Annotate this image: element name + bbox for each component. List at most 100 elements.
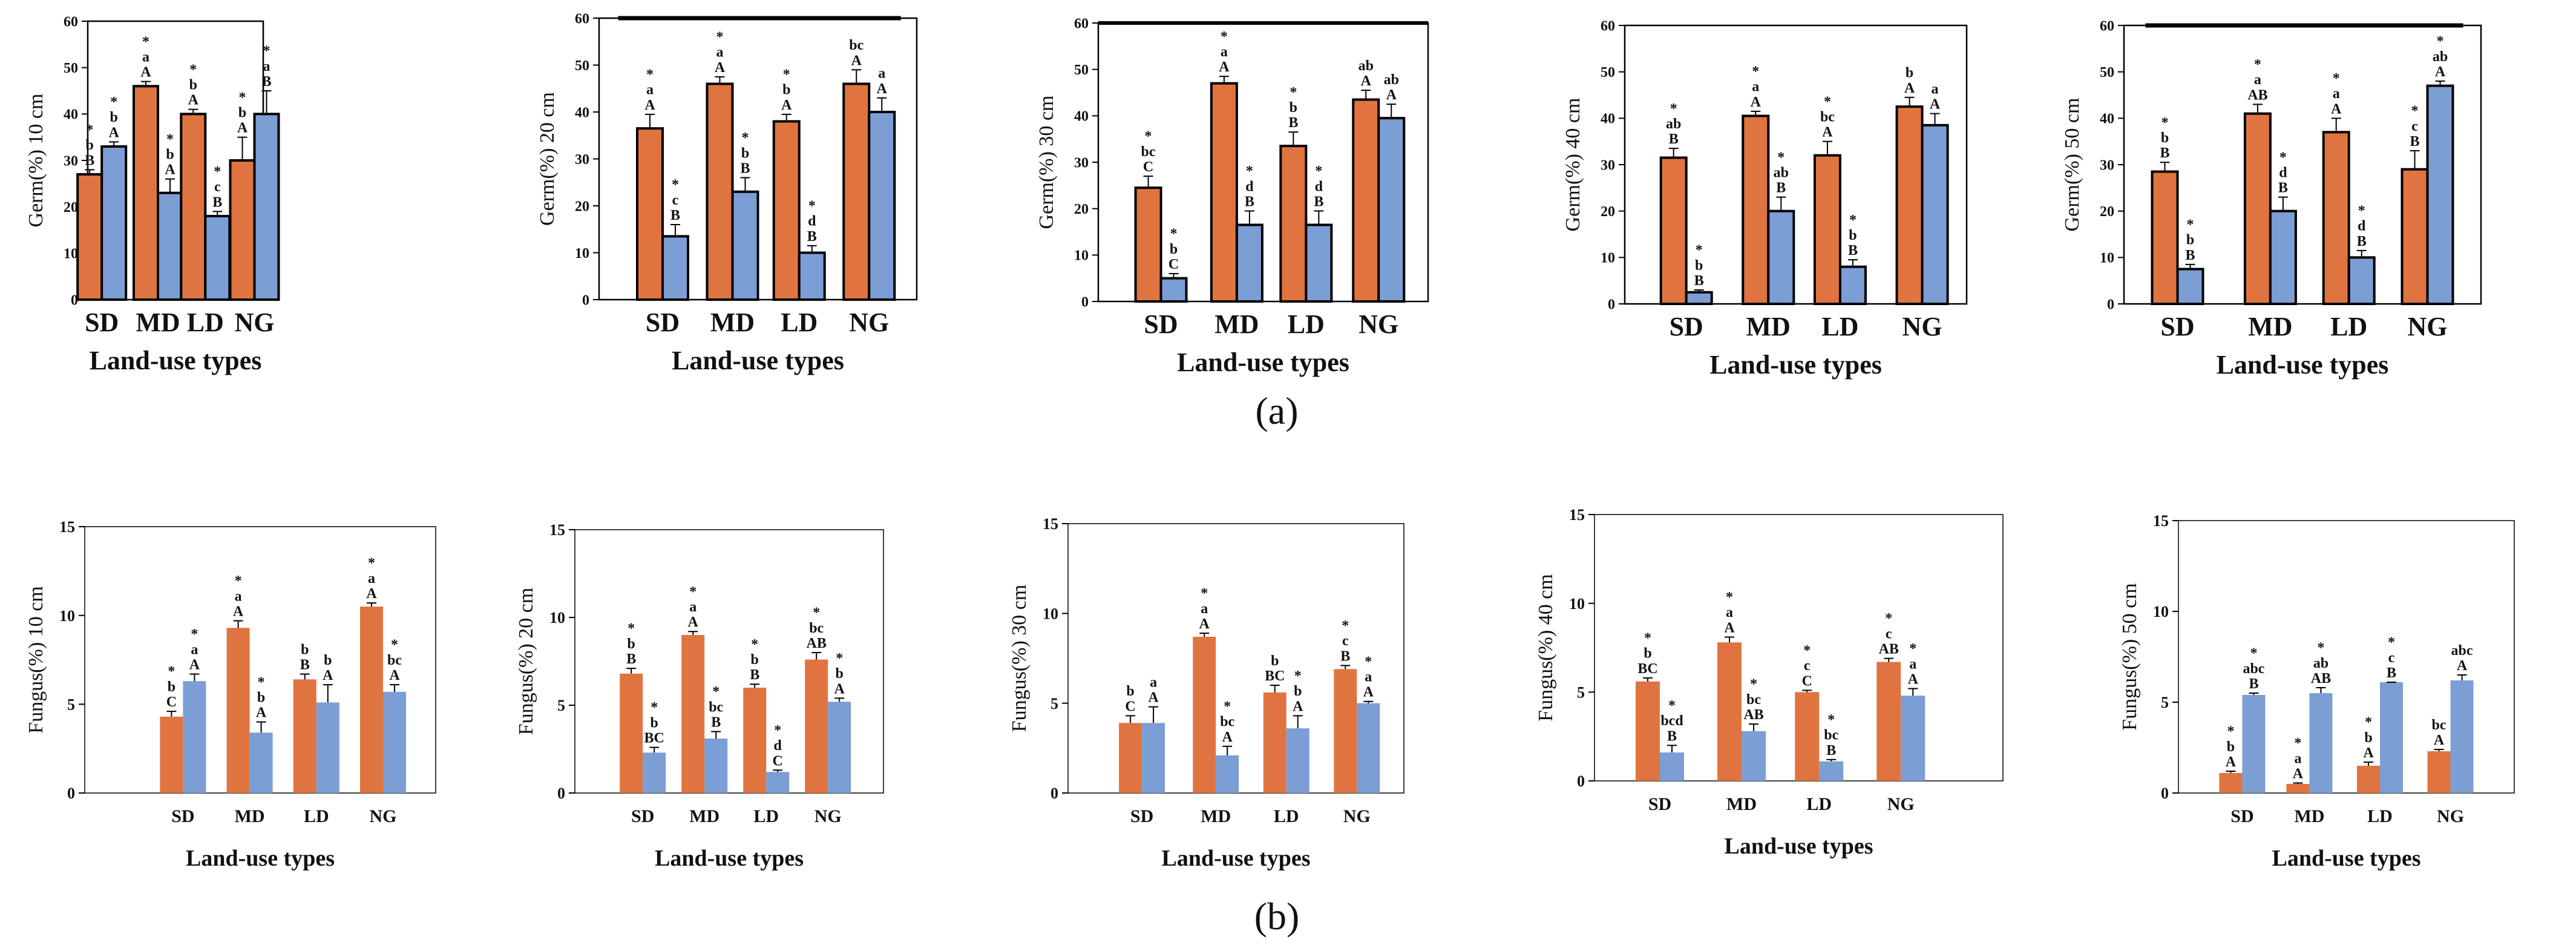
- significance-letter: bc: [387, 653, 402, 668]
- significance-letter: a: [368, 571, 375, 587]
- significance-letter: B: [1848, 243, 1858, 258]
- significance-letter: *: [1246, 163, 1253, 179]
- category-label: SD: [1130, 806, 1153, 826]
- y-tick-label: 40: [1601, 111, 1615, 127]
- y-tick-label: 0: [1081, 294, 1089, 310]
- significance-letter: *: [214, 164, 221, 180]
- bar-series-2-ng: [828, 702, 851, 793]
- significance-letter: *: [651, 700, 658, 716]
- significance-letter: B: [2160, 145, 2169, 161]
- bar-series-1-ng: [1895, 105, 1924, 306]
- bar-series-2-ld: [1305, 223, 1333, 303]
- significance-letter: b: [110, 110, 118, 125]
- y-tick-label: 0: [1577, 772, 1585, 790]
- significance-letter: B: [2278, 180, 2288, 196]
- significance-letter: *: [2333, 71, 2340, 87]
- significance-letter: *: [1294, 668, 1302, 684]
- y-tick-label: 10: [64, 246, 78, 262]
- y-tick-label: 40: [1074, 109, 1089, 125]
- significance-letter: AB: [1743, 707, 1763, 723]
- significance-letter: b: [1294, 683, 1302, 699]
- bar-series-2-ld: [798, 251, 826, 301]
- significance-letter: ab: [1358, 58, 1374, 74]
- bar-series-1-sd: [620, 673, 643, 793]
- significance-letter: B: [1314, 194, 1323, 210]
- significance-letter: b: [2186, 232, 2194, 248]
- y-tick-label: 60: [575, 11, 589, 27]
- significance-letter: *: [2317, 640, 2324, 656]
- significance-letter: *: [813, 605, 820, 621]
- significance-letter: b: [651, 715, 658, 731]
- bar-series-2-ng: [2450, 680, 2474, 793]
- significance-letter: A: [1908, 671, 1919, 687]
- significance-letter: B: [2249, 676, 2258, 692]
- significance-letter: *: [1224, 699, 1231, 714]
- bar-series-2-md: [1235, 223, 1263, 303]
- significance-letter: b: [628, 636, 635, 652]
- bar-series-2-md: [1767, 209, 1795, 305]
- x-axis-label: Land-use types: [2217, 350, 2389, 380]
- significance-letter: A: [165, 162, 175, 178]
- chart-1: 0 10 20 30 40 50 60 Germ(%) 20 cm Land-use types…: [536, 11, 918, 375]
- category-label: NG: [2408, 312, 2448, 341]
- significance-letter: ab: [1666, 116, 1681, 132]
- significance-letter: a: [1150, 674, 1157, 690]
- significance-letter: b: [1849, 228, 1857, 243]
- significance-letter: *: [1315, 163, 1322, 179]
- significance-letter: AB: [1879, 642, 1899, 657]
- significance-letter: *: [1803, 643, 1811, 659]
- significance-letter: BC: [1637, 661, 1657, 677]
- significance-letter: B: [807, 229, 817, 245]
- significance-letter: bcd: [1660, 713, 1683, 729]
- significance-letter: B: [300, 657, 310, 673]
- significance-letter: a: [1752, 79, 1759, 95]
- bar-series-1-md: [1193, 636, 1216, 793]
- significance-letter: bc: [1820, 109, 1835, 125]
- significance-letter: A: [834, 681, 845, 697]
- bar-series-2-ng: [253, 113, 280, 301]
- y-tick-label: 60: [1601, 18, 1615, 34]
- significance-letter: B: [2185, 248, 2195, 263]
- y-tick-label: 10: [2153, 603, 2169, 620]
- significance-letter: A: [877, 81, 888, 97]
- significance-letter: *: [1824, 94, 1831, 110]
- significance-letter: C: [1125, 699, 1135, 714]
- bar-series-1-md: [2243, 112, 2272, 306]
- bar-series-1-ng: [1876, 662, 1901, 781]
- y-tick-label: 5: [557, 697, 565, 714]
- significance-letter: b: [166, 146, 174, 162]
- significance-letter: A: [644, 97, 655, 113]
- significance-letter: *: [1752, 64, 1759, 79]
- y-tick-label: 50: [1074, 62, 1089, 78]
- significance-letter: bc: [1824, 728, 1838, 743]
- significance-letter: c: [214, 179, 221, 195]
- x-axis-label: Land-use types: [672, 346, 844, 375]
- significance-letter: a: [1365, 670, 1372, 685]
- significance-letter: *: [391, 637, 398, 653]
- significance-letter: A: [1724, 620, 1735, 636]
- bar-series-2-md: [249, 732, 273, 793]
- significance-letter: *: [2250, 646, 2257, 662]
- significance-letter: *: [689, 584, 696, 600]
- significance-letter: A: [237, 120, 248, 136]
- significance-letter: AB: [2247, 87, 2267, 103]
- bar-series-1-ld: [2357, 766, 2380, 793]
- category-label: MD: [136, 308, 180, 337]
- significance-letter: bc: [1220, 714, 1234, 730]
- category-label: MD: [689, 806, 719, 826]
- y-axis-label: Fungus(%) 50 cm: [2119, 583, 2141, 731]
- significance-letter: bc: [1746, 692, 1761, 708]
- bar-series-1-ng: [842, 82, 871, 301]
- category-label: MD: [235, 806, 265, 826]
- significance-letter: C: [1802, 673, 1812, 689]
- bar-series-2-md: [2269, 209, 2297, 305]
- significance-letter: b: [1290, 100, 1297, 116]
- significance-letter: A: [1386, 87, 1397, 103]
- significance-letter: A: [256, 705, 267, 721]
- significance-letter: *: [1750, 677, 1757, 693]
- y-tick-label: 0: [1608, 297, 1615, 312]
- significance-letter: *: [1670, 101, 1677, 117]
- category-label: MD: [1214, 309, 1259, 339]
